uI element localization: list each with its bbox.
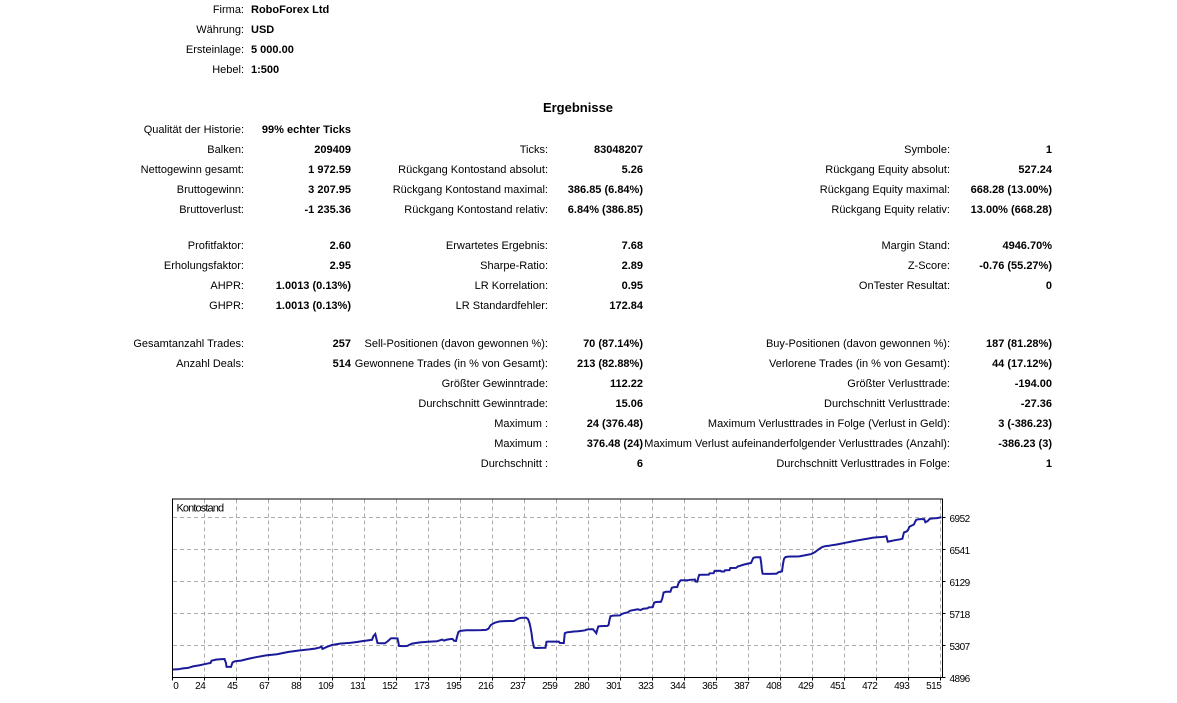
svg-text:67: 67	[259, 681, 270, 692]
svg-text:301: 301	[606, 681, 622, 692]
svg-text:109: 109	[318, 681, 334, 692]
svg-text:493: 493	[894, 681, 910, 692]
svg-text:5307: 5307	[950, 642, 971, 653]
svg-text:0: 0	[173, 681, 179, 692]
svg-text:Kontostand: Kontostand	[177, 503, 224, 515]
svg-text:131: 131	[350, 681, 366, 692]
svg-text:237: 237	[510, 681, 526, 692]
svg-text:6541: 6541	[950, 546, 971, 557]
svg-text:45: 45	[227, 681, 238, 692]
svg-text:323: 323	[638, 681, 654, 692]
svg-text:24: 24	[195, 681, 206, 692]
svg-text:429: 429	[798, 681, 814, 692]
svg-text:515: 515	[926, 681, 942, 692]
svg-text:280: 280	[574, 681, 590, 692]
svg-text:152: 152	[382, 681, 398, 692]
svg-text:259: 259	[542, 681, 558, 692]
svg-text:6129: 6129	[950, 578, 971, 589]
svg-text:6952: 6952	[950, 514, 971, 525]
svg-text:451: 451	[830, 681, 846, 692]
svg-text:88: 88	[291, 681, 302, 692]
svg-text:4896: 4896	[950, 674, 971, 685]
svg-text:216: 216	[478, 681, 494, 692]
svg-text:408: 408	[766, 681, 782, 692]
svg-text:387: 387	[734, 681, 750, 692]
svg-text:173: 173	[414, 681, 430, 692]
svg-text:472: 472	[862, 681, 878, 692]
svg-text:344: 344	[670, 681, 686, 692]
svg-text:195: 195	[446, 681, 462, 692]
svg-text:5718: 5718	[950, 610, 971, 621]
svg-text:365: 365	[702, 681, 718, 692]
